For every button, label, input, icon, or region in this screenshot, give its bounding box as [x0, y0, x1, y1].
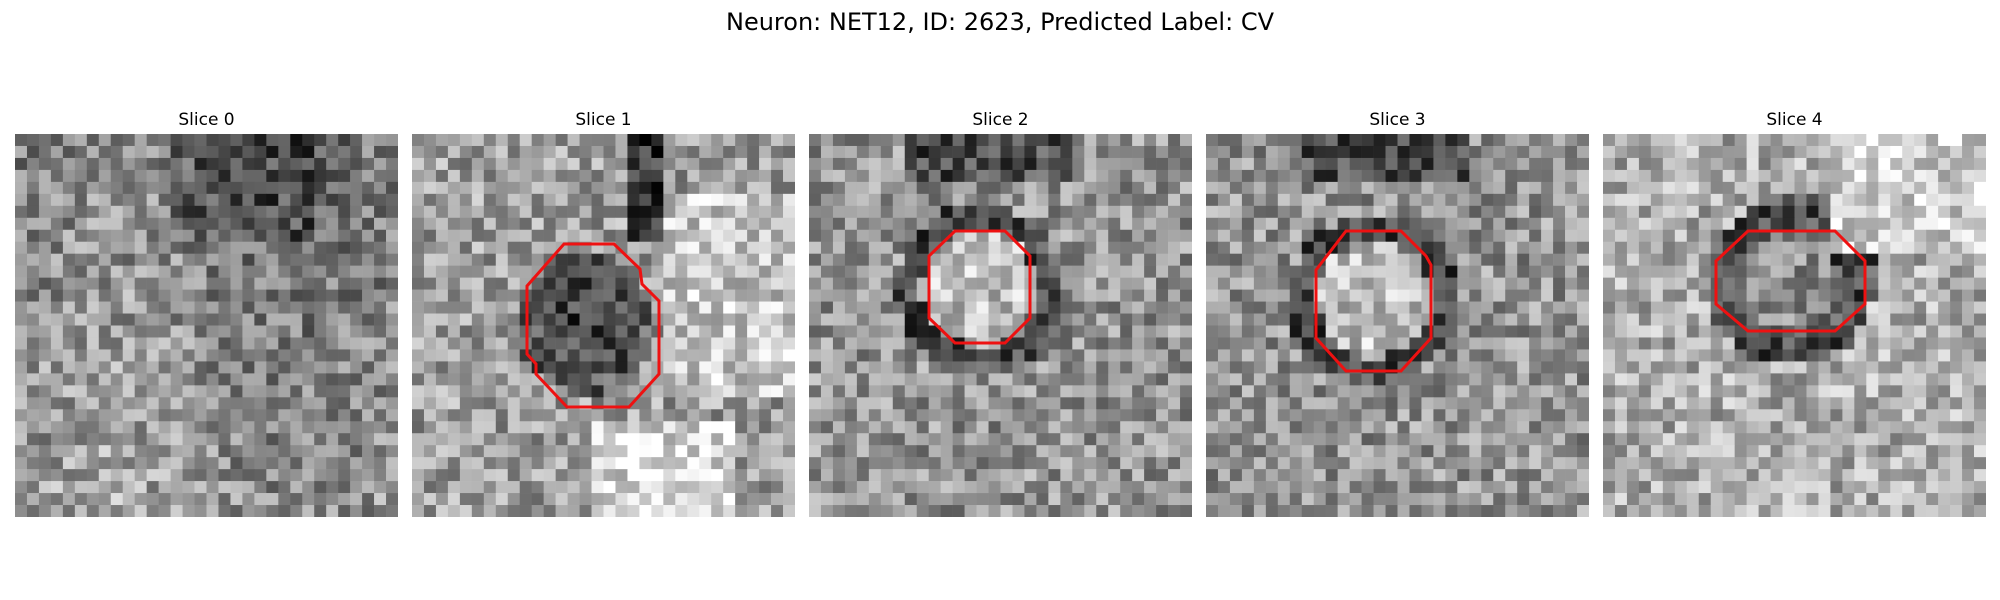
pixel-grid [1603, 134, 1986, 517]
pixel-grid [809, 134, 1192, 517]
slice-title: Slice 1 [575, 110, 632, 130]
pixel-grid [412, 134, 795, 517]
segmentation-contour [525, 242, 661, 409]
pixel-grid [1206, 134, 1589, 517]
slice-title: Slice 0 [178, 110, 235, 130]
segmentation-contour [927, 229, 1032, 345]
figure-title: Neuron: NET12, ID: 2623, Predicted Label… [726, 8, 1274, 36]
slice-title: Slice 2 [972, 110, 1029, 130]
slice-panel-0: Slice 0 [15, 110, 398, 517]
slice-image [1206, 134, 1589, 517]
slice-panel-2: Slice 2 [809, 110, 1192, 517]
slice-image [15, 134, 398, 517]
slice-title: Slice 4 [1766, 110, 1823, 130]
pixel-grid [15, 134, 398, 517]
slice-image [1603, 134, 1986, 517]
slice-panel-1: Slice 1 [412, 110, 795, 517]
slice-panel-4: Slice 4 [1603, 110, 1986, 517]
segmentation-contour [1714, 229, 1867, 333]
slice-image [412, 134, 795, 517]
segmentation-contour [1314, 229, 1433, 373]
slice-panel-3: Slice 3 [1206, 110, 1589, 517]
slice-title: Slice 3 [1369, 110, 1426, 130]
slice-image [809, 134, 1192, 517]
